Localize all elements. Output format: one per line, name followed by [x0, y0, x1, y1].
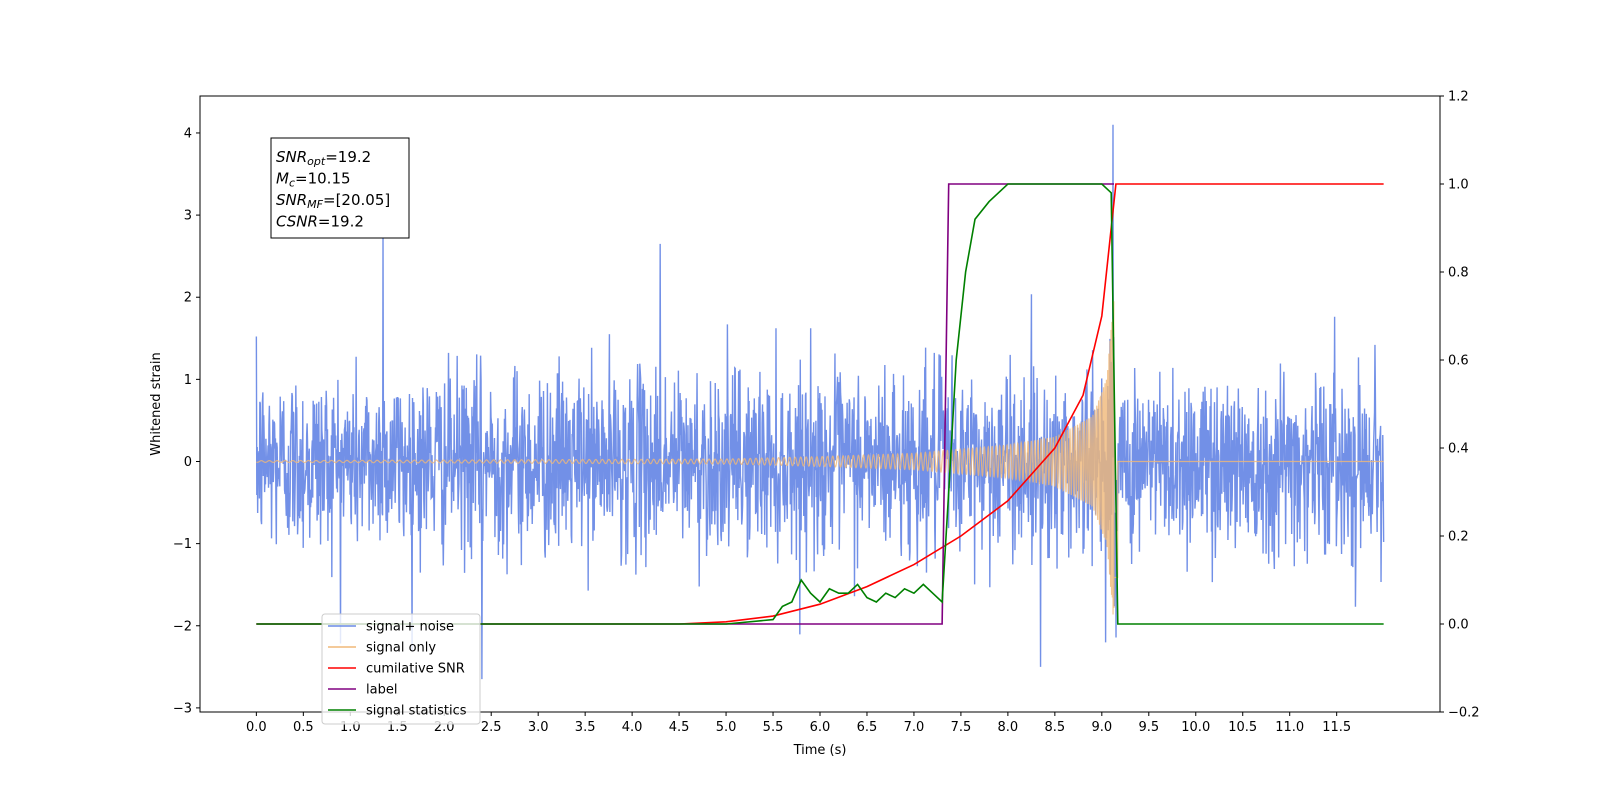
y-tick-label: 4	[184, 126, 192, 141]
legend-label-cumilative-snr: cumilative SNR	[366, 662, 465, 677]
legend-label-label: label	[366, 683, 397, 698]
x-tick-label: 3.5	[575, 720, 596, 735]
annotation-line: SNRopt=19.2	[276, 148, 371, 168]
annotation-line: Mc=10.15	[276, 170, 351, 190]
x-tick-label: 7.5	[951, 720, 972, 735]
y2-tick-label: 1.2	[1448, 90, 1469, 105]
y-tick-label: −1	[173, 537, 192, 552]
y-axis-label: Whitened strain	[149, 352, 164, 455]
series-signal-only	[256, 301, 1384, 615]
x-tick-label: 4.5	[669, 720, 690, 735]
x-tick-label: 5.5	[763, 720, 784, 735]
x-tick-label: 8.0	[998, 720, 1019, 735]
y2-tick-label: −0.2	[1448, 706, 1480, 721]
series-cumilative-snr	[256, 183, 1384, 625]
y-tick-label: 2	[184, 291, 192, 306]
x-tick-label: 9.5	[1138, 720, 1159, 735]
x-tick-label: 0.0	[246, 720, 267, 735]
annotation-line: CSNR=19.2	[276, 213, 364, 231]
x-tick-label: 2.5	[481, 720, 502, 735]
y-tick-label: −3	[173, 701, 192, 716]
y-tick-label: −2	[173, 619, 192, 634]
x-axis-label: Time (s)	[793, 743, 847, 758]
legend-label-signal-noise: signal+ noise	[366, 620, 454, 635]
y-tick-label: 0	[184, 455, 192, 470]
annotation-frame	[270, 137, 410, 239]
x-tick-label: 11.5	[1322, 720, 1351, 735]
x-tick-label: 4.0	[622, 720, 643, 735]
x-tick-label: 9.0	[1091, 720, 1112, 735]
y2-tick-label: 0.6	[1448, 354, 1469, 369]
legend-label-signal-only: signal only	[366, 641, 436, 656]
x-tick-label: 0.5	[293, 720, 314, 735]
x-tick-label: 10.0	[1181, 720, 1210, 735]
y2-tick-label: 0.8	[1448, 266, 1469, 281]
annotation-line: SNRMF=[20.05]	[276, 191, 390, 211]
y-tick-label: 1	[184, 373, 192, 388]
y2-tick-label: 1.0	[1448, 178, 1469, 193]
x-tick-label: 6.0	[810, 720, 831, 735]
legend-frame	[321, 613, 481, 725]
y2-tick-label: 0.4	[1448, 442, 1469, 457]
x-tick-label: 6.5	[857, 720, 878, 735]
series-layer	[255, 124, 1385, 680]
x-tick-label: 11.0	[1275, 720, 1304, 735]
y-tick-label: 3	[184, 209, 192, 224]
x-tick-label: 3.0	[528, 720, 549, 735]
x-tick-label: 8.5	[1045, 720, 1066, 735]
ticks-layer: 0.0 0.5 1.0 1.5 2.0 2.5 3.0 3.5 4.0 4.5 5.0 5.5 6.0 6…	[173, 90, 1480, 736]
y2-tick-label: 0.0	[1448, 618, 1469, 633]
x-tick-label: 5.0	[716, 720, 737, 735]
series-signal-statistics	[256, 183, 1384, 625]
x-tick-label: 10.5	[1228, 720, 1257, 735]
y2-tick-label: 0.2	[1448, 530, 1469, 545]
series-signal-noise	[255, 124, 1385, 680]
x-tick-label: 7.0	[904, 720, 925, 735]
legend-label-signal-statistics: signal statistics	[366, 704, 467, 719]
legend: signal+ noise signal only cumilative SNR la…	[321, 613, 481, 725]
